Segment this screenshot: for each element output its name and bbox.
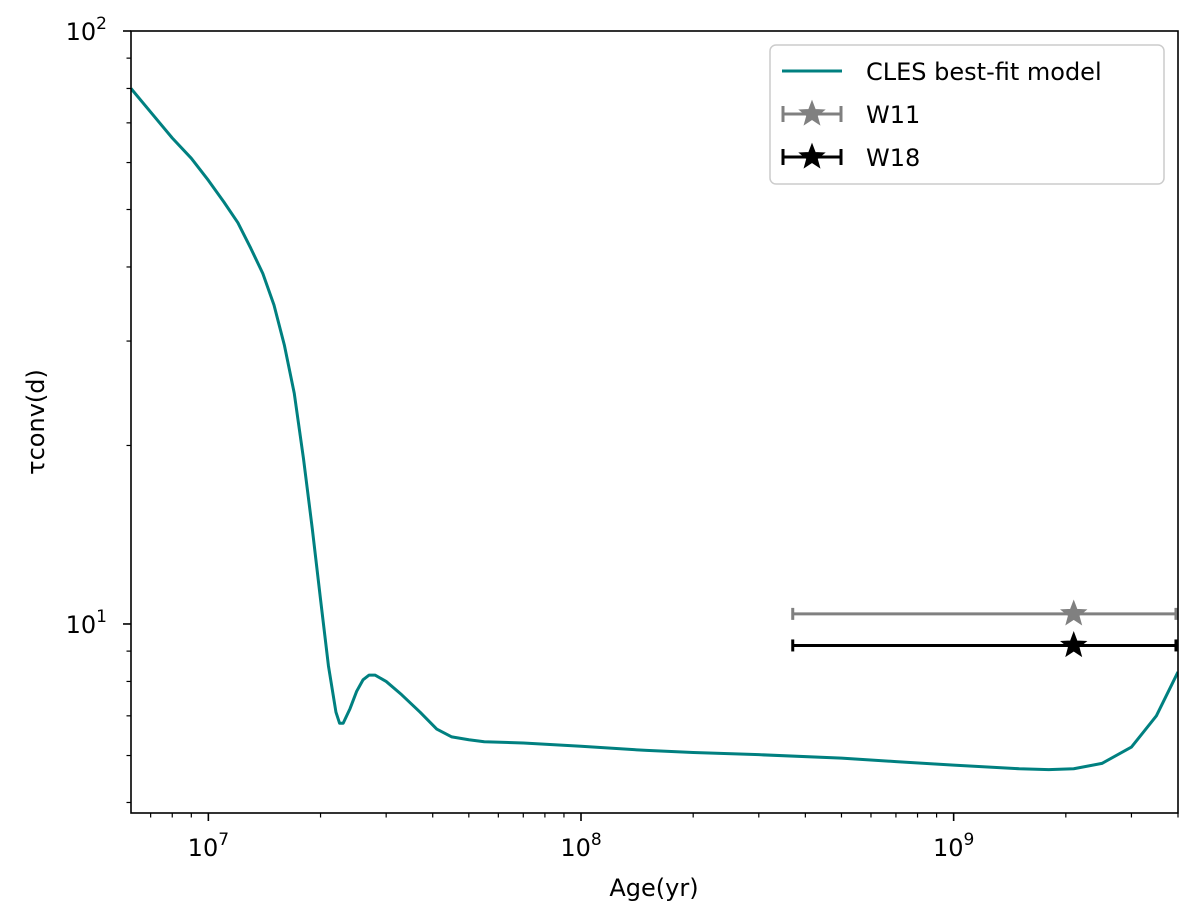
plot-frame <box>130 30 1179 814</box>
series-line-model <box>131 87 1178 772</box>
legend-box <box>769 44 1165 185</box>
legend-label-w18: W18 <box>866 144 920 172</box>
x-tick-label: 108 <box>560 830 601 862</box>
y-tick-label: 101 <box>66 607 107 639</box>
x-axis: 107 108 109 <box>150 813 1179 862</box>
legend-swatch-w11 <box>781 99 843 126</box>
legend-swatch-w18 <box>781 142 843 169</box>
x-tick-label: 109 <box>933 830 974 862</box>
legend-label-w11: W11 <box>866 101 920 129</box>
legend-label-model: CLES best-fit model <box>866 58 1102 86</box>
data-point-w18 <box>1060 631 1088 658</box>
data-point-w11 <box>1060 599 1088 626</box>
y-tick-label: 102 <box>66 14 107 46</box>
plot-area <box>131 87 1178 772</box>
x-tick-label: 107 <box>188 830 229 862</box>
x-axis-label: Age(yr) <box>609 874 698 902</box>
y-axis-label: τconv(d) <box>22 369 50 475</box>
legend: CLES best-fit model W11 W18 <box>769 44 1165 185</box>
y-axis: 101 102 <box>66 14 131 804</box>
